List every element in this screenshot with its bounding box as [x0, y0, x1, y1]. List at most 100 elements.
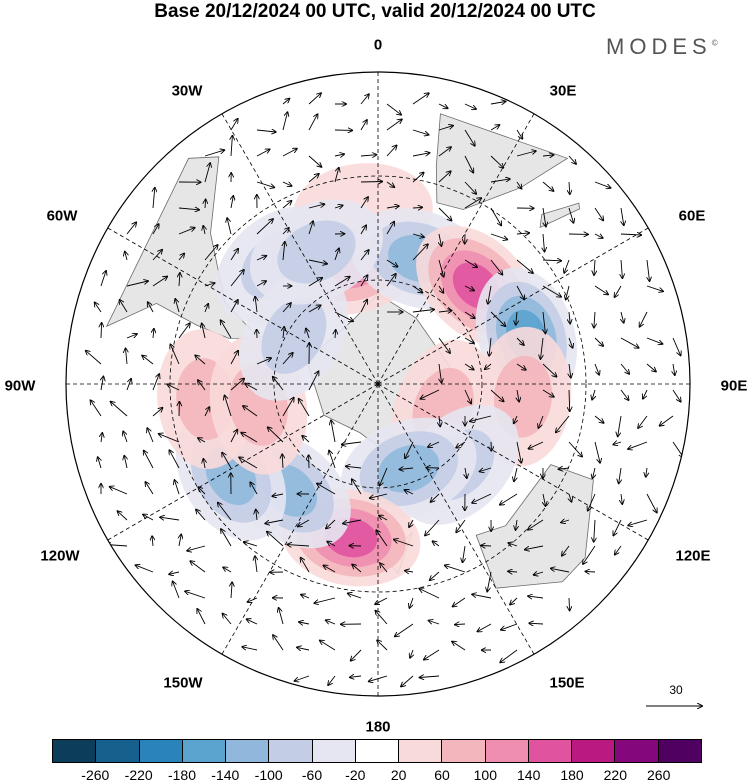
wind-vector — [490, 389, 504, 401]
wind-vector — [438, 285, 443, 293]
wind-vector — [516, 337, 524, 345]
wind-vector — [594, 181, 611, 188]
longitude-label: 120E — [675, 547, 711, 565]
wind-vector — [508, 543, 518, 546]
wind-vector — [464, 155, 473, 173]
wind-vector — [152, 250, 162, 261]
wind-vector — [123, 431, 128, 443]
wind-vector — [528, 519, 544, 530]
wind-vector — [350, 676, 362, 677]
wind-vector — [204, 150, 224, 157]
wind-vector — [187, 545, 206, 551]
wind-vector — [594, 519, 595, 542]
wind-vector — [464, 129, 475, 146]
wind-vector — [412, 234, 424, 237]
wind-vector — [283, 242, 285, 261]
wind-vector — [464, 311, 475, 318]
longitude-label: 0 — [373, 36, 383, 54]
wind-vector — [204, 163, 210, 183]
colorbar-tick-label: -60 — [301, 767, 323, 783]
wind-vector — [334, 205, 343, 208]
wind-vector — [412, 173, 424, 183]
wind-vector — [643, 389, 648, 399]
wind-vector — [256, 219, 273, 235]
colorbar-tick-label: 140 — [517, 767, 541, 783]
wind-vector — [453, 597, 466, 607]
wind-vector — [489, 337, 491, 356]
wind-vector — [438, 171, 451, 183]
wind-vector — [562, 545, 570, 556]
colorbar-swatch — [614, 740, 658, 762]
wind-vector — [360, 120, 367, 131]
wind-vector — [256, 281, 266, 287]
wind-vector — [409, 519, 413, 527]
wind-vector — [647, 259, 650, 281]
wind-vector — [159, 434, 180, 443]
meridian-line — [221, 383, 379, 655]
colorbar-tick-label: -20 — [345, 767, 366, 783]
wind-vector — [273, 635, 284, 651]
wind-vector — [126, 348, 128, 365]
wind-vector — [175, 480, 180, 495]
wind-vector — [646, 285, 663, 291]
wind-vector — [230, 270, 244, 287]
wind-vector — [178, 208, 199, 210]
wind-vector — [542, 181, 554, 191]
wind-vector — [360, 225, 366, 235]
wind-vector — [428, 441, 440, 447]
wind-vector — [380, 467, 388, 486]
wind-vector — [490, 311, 505, 326]
wind-vector — [360, 197, 368, 209]
wind-vector — [248, 597, 258, 602]
wind-vector — [334, 277, 350, 287]
wind-vector — [490, 207, 501, 225]
wind-vector — [203, 226, 205, 235]
wind-vector — [516, 259, 533, 273]
wind-vector — [227, 218, 232, 235]
wind-vector — [594, 311, 595, 328]
wind-vector — [455, 624, 466, 625]
wind-vector — [620, 363, 629, 374]
wind-vector — [241, 433, 258, 443]
wind-vector — [412, 207, 422, 208]
wind-vector — [282, 181, 292, 186]
colorbar-tick-label: -180 — [167, 767, 197, 783]
wind-vector — [438, 103, 448, 108]
wind-vector — [542, 363, 557, 377]
wind-vector — [175, 299, 180, 313]
wind-vector — [308, 174, 319, 183]
wind-vector — [360, 250, 369, 261]
wind-vector — [409, 597, 413, 608]
colorbar-swatch — [138, 740, 182, 762]
colorbar-swatch — [657, 740, 701, 762]
wind-vector — [569, 389, 570, 411]
meridian-line — [377, 227, 649, 385]
wind-vector — [594, 337, 603, 346]
wind-vector — [439, 415, 440, 426]
wind-vector — [230, 300, 238, 313]
wind-vector — [352, 565, 362, 573]
wind-vector — [438, 259, 444, 277]
colorbar — [52, 739, 702, 763]
wind-vector — [516, 519, 518, 530]
wind-vector — [542, 285, 561, 297]
wind-vector — [198, 487, 206, 495]
wind-vector — [487, 571, 492, 592]
wind-vector — [412, 153, 430, 157]
wind-vector — [279, 608, 284, 625]
wind-vector — [569, 493, 572, 502]
wind-vector — [282, 228, 289, 235]
wind-vector — [308, 278, 322, 287]
colorbar-swatch — [311, 740, 355, 762]
wind-vector — [456, 519, 466, 532]
wind-vector — [472, 594, 492, 599]
wind-vector — [405, 441, 414, 458]
wind-vector — [621, 259, 622, 278]
wind-vector — [302, 436, 310, 443]
wind-vector — [463, 545, 466, 562]
wind-vector — [230, 430, 237, 443]
latitude-circle — [273, 279, 483, 489]
wind-vector — [470, 415, 492, 421]
wind-vector — [160, 517, 180, 520]
